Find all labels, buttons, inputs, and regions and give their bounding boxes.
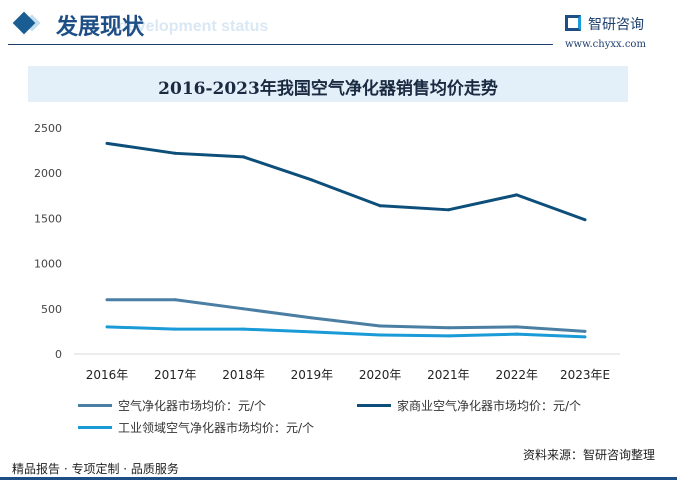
data-point bbox=[446, 334, 450, 338]
y-tick-label: 1500 bbox=[34, 212, 62, 225]
legend-swatch bbox=[357, 404, 391, 407]
data-point bbox=[242, 327, 246, 331]
chart-title-band: 2016-2023年我国空气净化器销售均价走势 bbox=[28, 66, 628, 102]
logo-text: 智研咨询 bbox=[588, 17, 644, 33]
data-point bbox=[446, 208, 450, 212]
data-point bbox=[515, 332, 519, 336]
data-point bbox=[515, 193, 519, 197]
legend-swatch bbox=[78, 426, 112, 429]
data-point bbox=[105, 141, 109, 145]
y-tick-label: 500 bbox=[41, 303, 62, 316]
y-tick-label: 2000 bbox=[34, 167, 62, 180]
legend-label: 家商业空气净化器市场均价：元/个 bbox=[397, 399, 582, 413]
x-tick-label: 2021年 bbox=[427, 368, 470, 382]
data-point bbox=[378, 333, 382, 337]
legend-item-1: 家商业空气净化器市场均价：元/个 bbox=[357, 397, 581, 414]
legend-label: 空气净化器市场均价：元/个 bbox=[118, 399, 267, 413]
legend-label: 工业领域空气净化器市场均价：元/个 bbox=[118, 421, 315, 435]
legend-item-2: 工业领域空气净化器市场均价：元/个 bbox=[78, 419, 314, 436]
x-tick-label: 2016年 bbox=[86, 368, 129, 382]
data-point bbox=[583, 335, 587, 339]
data-point bbox=[242, 155, 246, 159]
header-divider bbox=[8, 44, 553, 45]
x-tick-label: 2018年 bbox=[222, 368, 265, 382]
footer-bar bbox=[0, 477, 677, 480]
data-point bbox=[583, 218, 587, 222]
y-tick-label: 0 bbox=[55, 348, 62, 361]
legend-swatch bbox=[78, 404, 112, 407]
y-tick-label: 1000 bbox=[34, 258, 62, 271]
data-point bbox=[105, 298, 109, 302]
x-tick-label: 2017年 bbox=[154, 368, 197, 382]
footer-tagline: 精品报告 · 专项定制 · 品质服务 bbox=[12, 462, 179, 476]
header-title: 发展现状 bbox=[56, 15, 145, 40]
chart-title: 2016-2023年我国空气净化器销售均价走势 bbox=[158, 79, 498, 99]
series-line-0 bbox=[107, 298, 586, 333]
header-subtitle: development status bbox=[118, 18, 269, 35]
data-point bbox=[583, 329, 587, 333]
data-point bbox=[446, 326, 450, 330]
footer-source: 资料来源：智研咨询整理 bbox=[522, 448, 655, 462]
data-point bbox=[173, 327, 177, 331]
x-tick-label: 2019年 bbox=[291, 368, 334, 382]
footer: 精品报告 · 专项定制 · 品质服务 资料来源：智研咨询整理 bbox=[0, 448, 677, 495]
x-tick-label: 2020年 bbox=[359, 368, 402, 382]
series-line-1 bbox=[106, 141, 586, 222]
line-chart: 0 500 1000 1500 2000 2500 2016年 2017年 2018年 2019年… bbox=[34, 122, 620, 382]
y-tick-label: 2500 bbox=[34, 122, 62, 135]
legend-item-0: 空气净化器市场均价：元/个 bbox=[78, 397, 266, 414]
data-point bbox=[515, 325, 519, 329]
data-point bbox=[310, 330, 314, 334]
data-point bbox=[378, 324, 382, 328]
x-tick-label: 2022年 bbox=[495, 368, 538, 382]
logo-icon bbox=[565, 15, 581, 31]
data-point bbox=[310, 178, 314, 182]
data-point bbox=[378, 204, 382, 208]
data-point bbox=[173, 298, 177, 302]
data-point bbox=[242, 307, 246, 311]
data-point bbox=[310, 316, 314, 320]
data-point bbox=[173, 151, 177, 155]
x-tick-label: 2023年E bbox=[560, 368, 610, 382]
data-point bbox=[105, 325, 109, 329]
logo-url: www.chyxx.com bbox=[565, 39, 646, 50]
series-line-2 bbox=[106, 325, 586, 339]
